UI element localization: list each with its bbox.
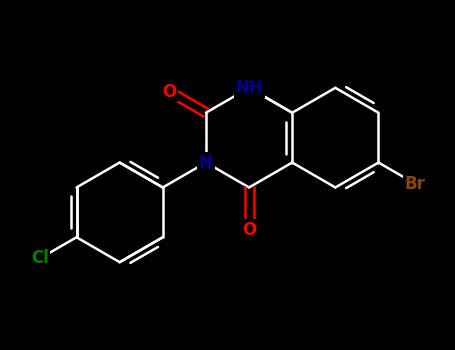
Text: NH: NH (235, 79, 263, 97)
Text: O: O (242, 221, 256, 239)
Text: Br: Br (404, 175, 425, 193)
Text: Cl: Cl (31, 250, 49, 267)
Text: N: N (199, 154, 213, 172)
Text: O: O (162, 83, 177, 100)
